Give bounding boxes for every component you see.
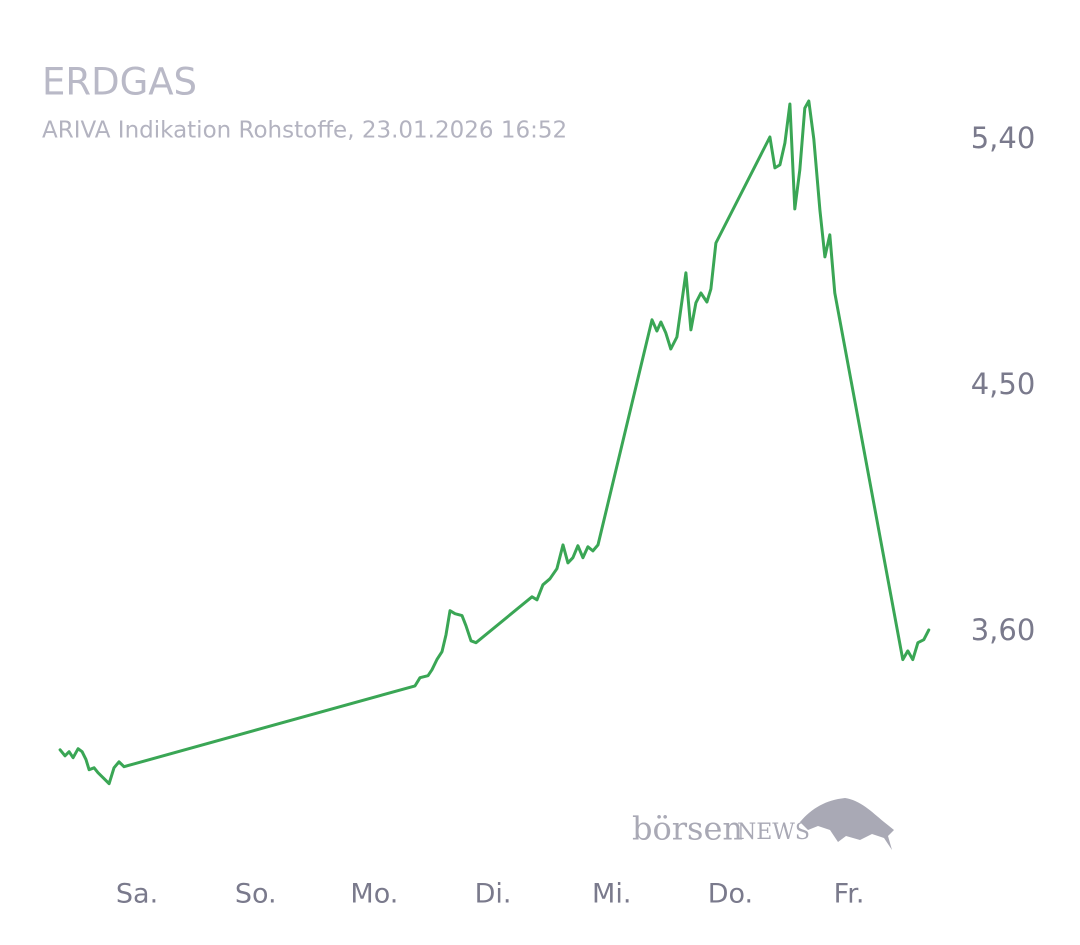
- x-tick-label: Sa.: [116, 879, 158, 910]
- x-tick-label: Fr.: [834, 879, 865, 910]
- logo-brand: börsen: [632, 810, 743, 848]
- chart-subtitle: ARIVA Indikation Rohstoffe, 23.01.2026 1…: [42, 118, 567, 144]
- chart-title: ERDGAS: [42, 61, 197, 104]
- y-tick-label: 3,60: [971, 613, 1036, 647]
- logo-bull: [800, 798, 894, 850]
- x-tick-label: Do.: [708, 879, 753, 910]
- y-tick-label: 4,50: [971, 367, 1036, 401]
- logo-suffix: NEWS: [737, 820, 810, 845]
- price-line: [58, 99, 931, 786]
- x-tick-label: Mo.: [350, 879, 398, 910]
- y-tick-label: 5,40: [971, 121, 1036, 155]
- x-tick-label: So.: [235, 879, 277, 910]
- logo: börsen NEWS: [632, 798, 894, 850]
- x-tick-label: Mi.: [592, 879, 631, 910]
- x-tick-label: Di.: [475, 879, 512, 910]
